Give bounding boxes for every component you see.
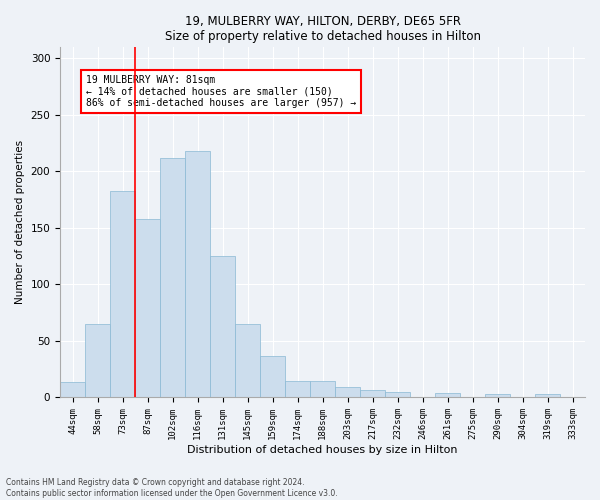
Bar (210, 256, 235, 398)
Bar (360, 390, 385, 398)
Bar (235, 324, 260, 398)
X-axis label: Distribution of detached houses by size in Hilton: Distribution of detached houses by size … (187, 445, 458, 455)
Bar (335, 388, 360, 398)
Bar (435, 393, 460, 398)
Bar (185, 151, 210, 398)
Bar (485, 394, 510, 398)
Bar (85, 324, 110, 398)
Bar (285, 380, 310, 398)
Text: 19 MULBERRY WAY: 81sqm
← 14% of detached houses are smaller (150)
86% of semi-de: 19 MULBERRY WAY: 81sqm ← 14% of detached… (86, 75, 356, 108)
Bar (535, 394, 560, 398)
Bar (260, 356, 285, 398)
Bar (60, 382, 85, 398)
Bar (110, 190, 135, 398)
Text: Contains HM Land Registry data © Crown copyright and database right 2024.
Contai: Contains HM Land Registry data © Crown c… (6, 478, 338, 498)
Bar (160, 158, 185, 398)
Bar (310, 380, 335, 398)
Y-axis label: Number of detached properties: Number of detached properties (15, 140, 25, 304)
Bar (385, 392, 410, 398)
Bar (135, 219, 160, 398)
Title: 19, MULBERRY WAY, HILTON, DERBY, DE65 5FR
Size of property relative to detached : 19, MULBERRY WAY, HILTON, DERBY, DE65 5F… (164, 15, 481, 43)
